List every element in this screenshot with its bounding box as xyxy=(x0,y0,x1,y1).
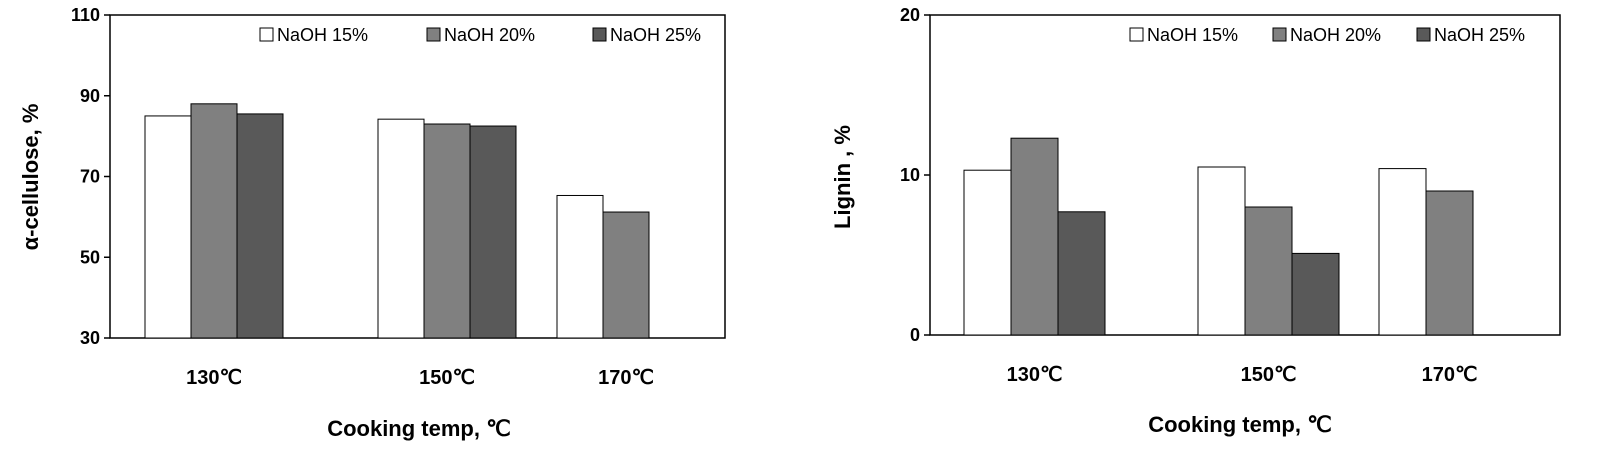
y-tick-label: 70 xyxy=(80,167,100,187)
legend-swatch xyxy=(259,27,274,42)
bar xyxy=(1244,206,1293,336)
legend-label: NaOH 20% xyxy=(1290,25,1381,45)
x-axis-title: Cooking temp, ℃ xyxy=(327,416,511,441)
legend-swatch xyxy=(592,27,607,42)
y-tick-label: 110 xyxy=(71,5,100,25)
legend-label: NaOH 15% xyxy=(1147,25,1238,45)
legend-swatch xyxy=(426,27,441,42)
x-axis-title: Cooking temp, ℃ xyxy=(1148,412,1332,437)
y-tick-label: 50 xyxy=(80,247,100,267)
lignin-chart: 0 10 20 130℃ 150℃ 170℃ NaOH 15% NaOH 20% NaOH 2… xyxy=(820,0,1624,463)
bar xyxy=(963,169,1012,336)
legend-swatch xyxy=(1129,27,1144,42)
legend-label: NaOH 15% xyxy=(277,25,368,45)
bar xyxy=(1057,211,1106,336)
bar xyxy=(190,103,238,339)
bar xyxy=(1010,137,1059,336)
bar xyxy=(377,118,425,339)
bar xyxy=(1291,252,1340,336)
legend-swatch xyxy=(1272,27,1287,42)
bar xyxy=(1425,190,1474,336)
legend-label: NaOH 20% xyxy=(444,25,535,45)
legend: NaOH 15% NaOH 20% NaOH 25% xyxy=(259,25,701,45)
y-axis-title: Lignin , % xyxy=(830,125,855,229)
bar xyxy=(1197,166,1246,336)
y-axis-title: α-cellulose, % xyxy=(18,104,43,251)
bar xyxy=(469,125,517,339)
y-tick-label: 0 xyxy=(910,325,920,345)
bar xyxy=(602,211,650,339)
x-category-label: 170℃ xyxy=(598,367,654,389)
legend-label: NaOH 25% xyxy=(610,25,701,45)
alpha-cellulose-chart-svg: 30 50 70 90 110 130℃ 150℃ 170℃ NaOH 15% NaOH 20%… xyxy=(18,5,726,441)
legend: NaOH 15% NaOH 20% NaOH 25% xyxy=(1129,25,1525,45)
legend-swatch xyxy=(1416,27,1431,42)
bar xyxy=(144,115,192,339)
y-tick-label: 90 xyxy=(80,86,100,106)
bar xyxy=(1378,168,1427,336)
x-category-label: 130℃ xyxy=(1007,364,1063,386)
y-tick-label: 20 xyxy=(900,5,920,25)
x-category-label: 150℃ xyxy=(419,367,475,389)
y-tick-label: 10 xyxy=(900,165,920,185)
alpha-cellulose-chart: 30 50 70 90 110 130℃ 150℃ 170℃ NaOH 15% NaOH 20%… xyxy=(0,0,800,463)
y-tick-label: 30 xyxy=(80,328,100,348)
bar xyxy=(423,123,471,339)
bar xyxy=(556,194,604,339)
x-category-label: 150℃ xyxy=(1241,364,1297,386)
x-category-label: 170℃ xyxy=(1422,364,1478,386)
lignin-chart-svg: 0 10 20 130℃ 150℃ 170℃ NaOH 15% NaOH 20% NaOH 2… xyxy=(830,5,1561,437)
legend-label: NaOH 25% xyxy=(1434,25,1525,45)
bar xyxy=(236,113,284,339)
x-category-label: 130℃ xyxy=(186,367,242,389)
